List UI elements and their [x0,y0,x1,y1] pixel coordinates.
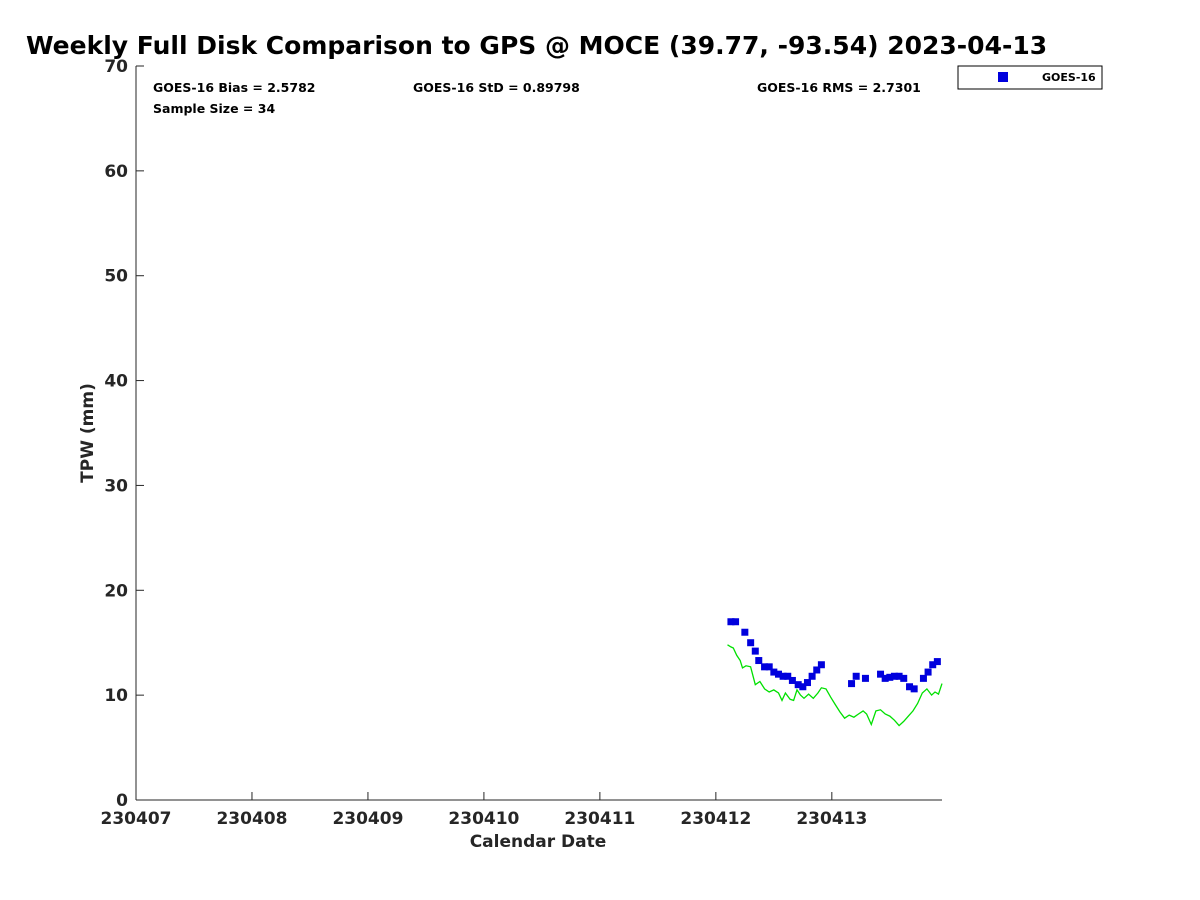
goes16-data-point [808,672,816,680]
goes16-data-point [765,663,773,671]
y-axis-label: TPW (mm) [78,383,98,483]
x-axis-label: Calendar Date [470,832,607,852]
x-tick-label: 230411 [564,809,635,829]
y-tick-label: 50 [104,267,128,287]
stat-rms: GOES-16 RMS = 2.7301 [757,80,921,95]
goes16-data-point [886,673,894,681]
y-tick-label: 0 [116,791,128,811]
x-tick-label: 230409 [332,809,403,829]
x-tick-label: 230413 [796,809,867,829]
goes16-data-point [895,672,903,680]
y-tick-label: 10 [104,686,128,706]
plot-area: 230407 230408 230409 230410 230411 230412 2304… [101,57,943,829]
goes16-data-point [788,676,796,684]
series-layer [727,618,943,727]
goes16-data-point [906,683,914,691]
stat-std: GOES-16 StD = 0.89798 [413,80,580,95]
goes16-data-point [774,670,782,678]
goes16-data-point [910,685,918,693]
goes16-data-point [794,681,802,689]
goes16-data-point [741,628,749,636]
goes16-data-point [784,672,792,680]
x-tick-label: 230410 [448,809,519,829]
goes16-data-point [727,618,735,626]
goes16-data-point [881,674,889,682]
legend: GOES-16 [957,65,1103,90]
goes16-data-point [751,647,759,655]
legend-box [957,65,1103,90]
y-tick-label: 70 [104,57,128,77]
legend-marker-goes16 [998,72,1008,82]
x-tick-label: 230407 [101,809,172,829]
x-axis-ticks: 230407 230408 230409 230410 230411 230412 2304… [101,792,867,829]
y-tick-label: 20 [104,581,128,601]
goes16-data-point [813,666,821,674]
legend-entry-goes16: GOES-16 [1042,71,1096,84]
y-axis-ticks: 0 10 20 30 40 50 60 70 [104,57,144,811]
goes16-data-point [861,674,869,682]
goes16-data-point [877,670,885,678]
goes16-data-point [799,683,807,691]
chart-title: Weekly Full Disk Comparison to GPS @ MOC… [26,31,1047,60]
goes16-data-point [761,663,769,671]
goes16-data-point [929,661,937,669]
stat-bias: GOES-16 Bias = 2.5782 [153,80,315,95]
goes16-data-point [852,672,860,680]
x-tick-label: 230412 [680,809,751,829]
y-tick-label: 40 [104,372,128,392]
goes16-data-point [755,657,763,665]
goes16-data-point [919,674,927,682]
goes16-data-point [933,658,941,666]
goes16-data-point [817,661,825,669]
goes16-data-point [803,679,811,687]
y-tick-label: 60 [104,162,128,182]
stat-sample-size: Sample Size = 34 [153,101,275,116]
goes16-data-point [924,668,932,676]
goes16-data-point [900,674,908,682]
goes16-data-point [747,639,755,647]
goes16-data-point [890,672,898,680]
gps-tpw-line [727,644,943,727]
y-tick-label: 30 [104,476,128,496]
goes16-data-point [779,672,787,680]
goes16-data-point [770,668,778,676]
goes16-data-point [732,618,740,626]
goes16-data-point [848,680,856,688]
x-tick-label: 230408 [216,809,287,829]
